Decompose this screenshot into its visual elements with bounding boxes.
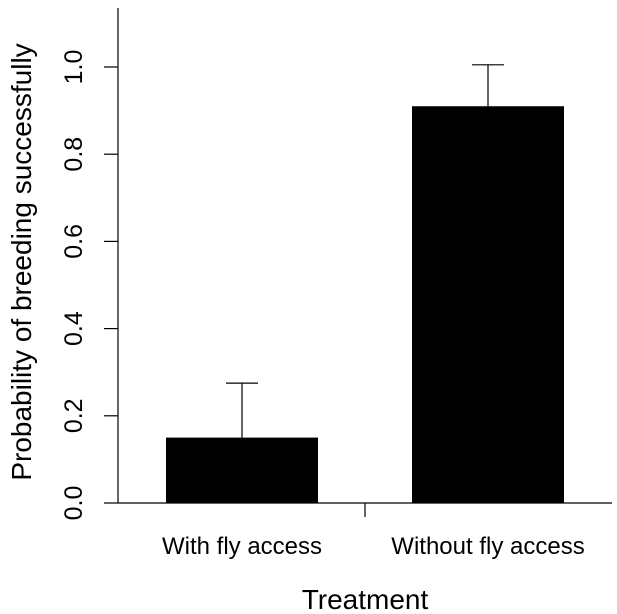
x-tick-label: Without fly access xyxy=(391,533,584,560)
bar xyxy=(412,106,564,504)
x-axis-title: Treatment xyxy=(302,584,429,614)
x-labels: With fly access Without fly access xyxy=(162,533,585,560)
y-ticks: 0.0 0.2 0.4 0.6 0.8 1.0 xyxy=(60,50,118,521)
y-axis-title: Probability of breeding successfully xyxy=(6,43,37,480)
y-tick-label: 0.4 xyxy=(60,311,88,346)
y-tick-label: 0.8 xyxy=(60,137,88,172)
bar xyxy=(166,437,318,503)
y-tick-label: 0.6 xyxy=(60,224,88,259)
x-tick-label: With fly access xyxy=(162,533,322,560)
y-axis: 0.0 0.2 0.4 0.6 0.8 1.0 xyxy=(60,8,119,521)
bars xyxy=(166,64,564,504)
x-axis: With fly access Without fly access xyxy=(118,502,612,560)
y-tick-label: 0.0 xyxy=(60,486,88,521)
y-tick-label: 0.2 xyxy=(60,398,88,433)
y-tick-label: 1.0 xyxy=(60,50,88,85)
